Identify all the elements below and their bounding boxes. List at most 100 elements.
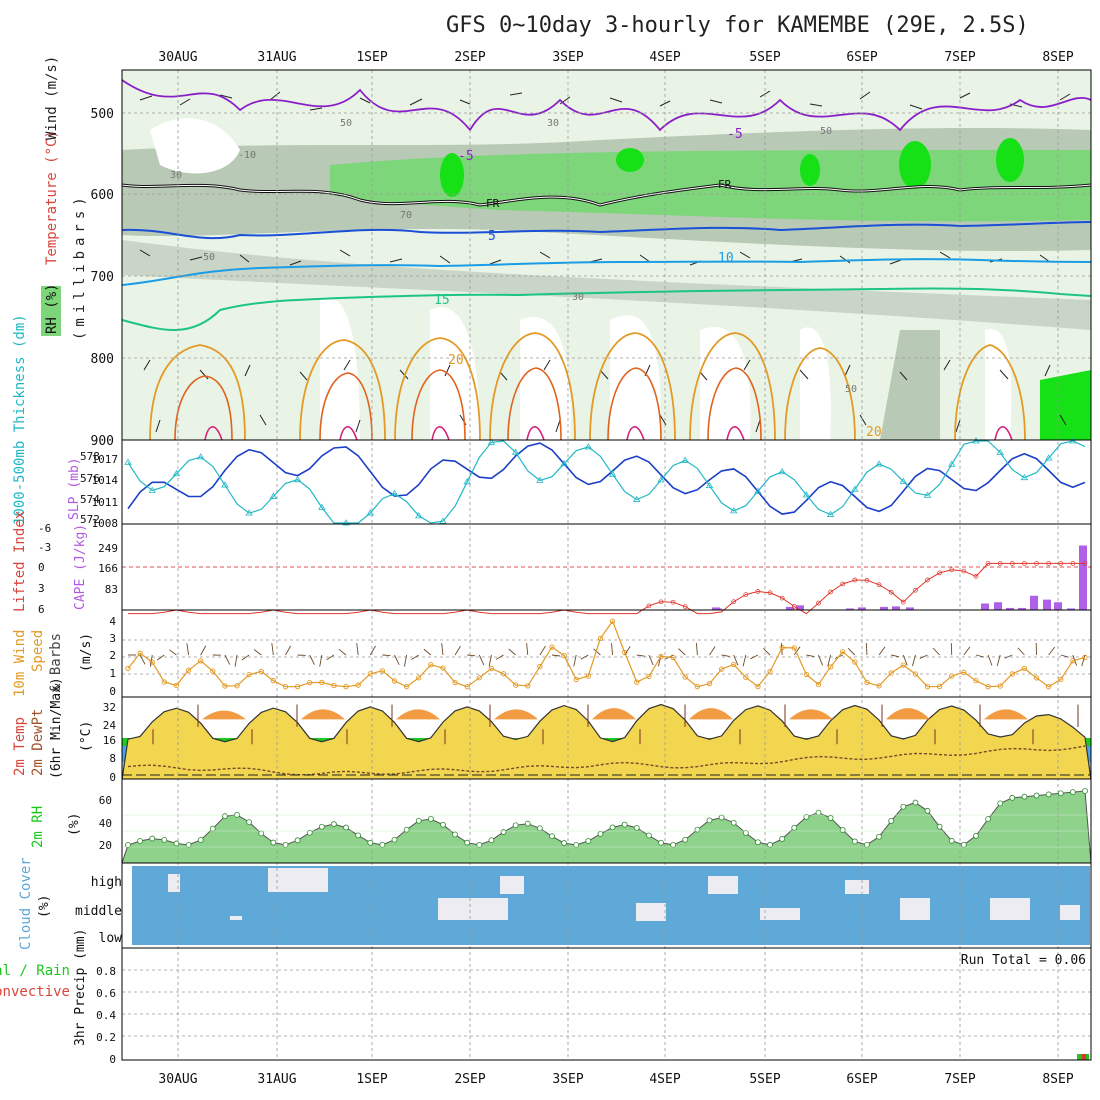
rh-point: [246, 819, 253, 826]
thickness-point: [269, 492, 278, 499]
thickness-point: [657, 476, 665, 483]
date-label-top: 1SEP: [356, 50, 387, 65]
wind-barb: [169, 649, 177, 656]
slp-panel: [122, 440, 1091, 524]
precip-panel: [122, 948, 1091, 1060]
rh-point: [427, 816, 434, 822]
wind-barb: [139, 654, 146, 665]
thickness-point: [996, 448, 1004, 455]
rh-shading-moist: [122, 128, 1091, 440]
rh-point: [185, 841, 192, 848]
li-point: [1022, 561, 1027, 566]
rh-point: [270, 839, 277, 846]
temp-peak: [592, 708, 636, 720]
wind-barb: [996, 654, 1001, 667]
temp-peak: [789, 709, 833, 720]
rh-point: [331, 821, 337, 827]
rh-2m-label: 2m RH: [30, 806, 46, 848]
li-point: [828, 589, 833, 595]
li-point: [876, 582, 882, 588]
lifted-index-line: [128, 562, 1085, 615]
wind-barb: [911, 654, 916, 667]
rh-point: [597, 831, 604, 837]
temperature-contours: [122, 79, 1091, 440]
rh-point: [149, 835, 156, 842]
thickness-point: [366, 509, 374, 516]
thickness-point: [487, 438, 496, 445]
svg-text:& Barbs: & Barbs: [48, 633, 64, 692]
dewpoint-line: [127, 745, 1086, 776]
rh-point: [1057, 790, 1064, 797]
rh-point: [415, 817, 422, 824]
thickness-point: [511, 448, 520, 455]
rh-point: [197, 837, 204, 843]
rh-point: [621, 821, 628, 828]
rh-point: [900, 803, 907, 810]
thickness-point: [802, 491, 811, 498]
thickness-point: [293, 475, 302, 483]
svg-text:Speed: Speed: [30, 630, 46, 672]
rh-point: [851, 838, 858, 845]
rh-point: [1009, 794, 1016, 801]
svg-text:0: 0: [109, 1053, 116, 1066]
wind-barb: [508, 648, 516, 656]
rh-point: [670, 841, 677, 848]
cape-bar: [1043, 599, 1051, 610]
li-point: [731, 599, 737, 605]
svg-text:0.8: 0.8: [96, 965, 116, 978]
svg-text:20: 20: [866, 425, 882, 440]
wind-barbs: [139, 90, 1071, 433]
li-point: [973, 574, 979, 579]
date-axis-bottom: 30AUG 31AUG 1SEP 2SEP 3SEP 4SEP 5SEP 6SEP 7SEP 8S…: [158, 1072, 1073, 1087]
wind-barb: [156, 654, 165, 661]
rh-shading-dry: [150, 118, 1012, 440]
wind-barb: [356, 643, 359, 656]
li-point: [985, 561, 991, 566]
wind-barb: [733, 654, 739, 666]
rh-point: [524, 820, 531, 827]
svg-text:500: 500: [91, 107, 114, 122]
date-label-bottom: 4SEP: [649, 1072, 680, 1087]
temp-bands: [122, 703, 1091, 779]
contour-minus5: [122, 79, 1091, 132]
thickness-point: [439, 517, 447, 524]
svg-text:50: 50: [820, 126, 832, 137]
rh-point: [645, 832, 652, 839]
li-point: [1034, 561, 1039, 566]
li-point: [888, 589, 894, 595]
rh-point: [536, 825, 543, 832]
svg-text:32: 32: [103, 701, 116, 714]
date-label-top: 6SEP: [846, 50, 877, 65]
svg-text:6: 6: [38, 603, 45, 616]
wind-barb: [234, 654, 238, 667]
wind-barb: [200, 645, 207, 656]
rh-point: [258, 830, 265, 837]
wind-barb: [495, 654, 504, 660]
thickness-point: [826, 510, 835, 517]
wind-barb: [818, 654, 823, 666]
precip-label: 3hr Precip (mm): [73, 929, 88, 1046]
svg-text:900: 900: [91, 434, 114, 449]
wind-barb: [919, 654, 928, 659]
svg-text:50: 50: [340, 118, 352, 129]
rh-point: [500, 829, 507, 835]
rh-point: [512, 822, 519, 829]
rh-point: [367, 839, 374, 846]
rh-point: [718, 814, 725, 821]
rh-point: [306, 829, 313, 836]
svg-text:166: 166: [98, 562, 118, 575]
date-label-bottom: 1SEP: [356, 1072, 387, 1087]
svg-text:40: 40: [99, 817, 112, 830]
panel-frames: [121, 69, 1092, 1061]
li-point: [997, 561, 1003, 566]
cloud-cover: [132, 866, 1090, 945]
svg-text:249: 249: [98, 542, 118, 555]
rh-point: [343, 824, 349, 831]
date-label-top: 5SEP: [749, 50, 780, 65]
wind-barb: [369, 645, 376, 656]
contour-10: [122, 258, 1091, 286]
date-label-bottom: 3SEP: [552, 1072, 583, 1087]
rh-point: [924, 807, 931, 814]
rh-point: [403, 826, 410, 833]
svg-text:0: 0: [38, 561, 45, 574]
